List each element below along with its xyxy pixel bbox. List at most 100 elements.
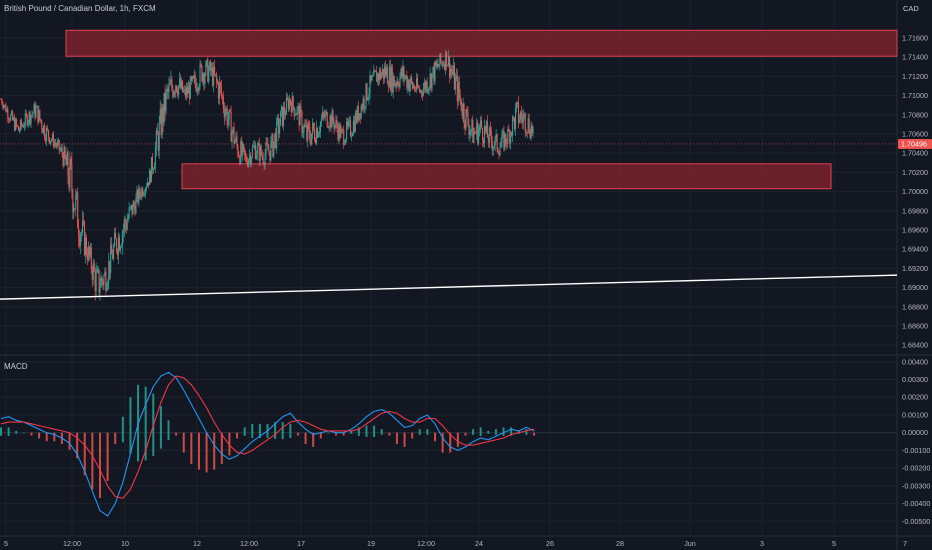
candle-body [413, 86, 415, 89]
candle-body [520, 112, 522, 118]
candle-body [248, 159, 250, 167]
candle-body [259, 146, 261, 161]
macd-histogram-bar [342, 432, 345, 436]
macd-histogram-bar [144, 386, 147, 461]
candle-body [242, 144, 244, 156]
candle-body [150, 157, 153, 183]
candle-body [245, 155, 247, 157]
candle-body [277, 118, 279, 120]
candle-body [260, 146, 262, 155]
candle-body [349, 120, 352, 137]
macd-histogram-bar [251, 423, 254, 439]
candle-body [50, 139, 53, 141]
candle-body [350, 135, 353, 137]
candle-body [275, 133, 277, 149]
candle-body [500, 143, 502, 148]
candle-body [356, 106, 358, 123]
candle-body [424, 82, 426, 90]
candle-body [384, 67, 387, 76]
candle-body [454, 77, 456, 90]
x-tick-label: 12:00 [417, 539, 435, 548]
candle-body [137, 190, 139, 203]
candle-body [294, 114, 296, 116]
candle-body [496, 134, 498, 150]
x-tick-label: 24 [475, 539, 483, 548]
candle-body [28, 112, 30, 122]
macd-histogram-bar [30, 432, 33, 436]
candle-body [129, 207, 131, 209]
candle-body [236, 136, 238, 146]
signal-line [0, 375, 535, 499]
candle-body [501, 133, 503, 144]
candle-body [488, 127, 490, 143]
candle-body [452, 65, 454, 75]
candle-body [525, 131, 527, 133]
candle-body [103, 275, 105, 286]
candle-body [438, 66, 440, 68]
macd-histogram-bar [449, 432, 452, 453]
candle-body [145, 187, 147, 194]
macd-histogram-bar [312, 432, 315, 447]
candle-body [492, 146, 494, 151]
candle-body [110, 244, 112, 273]
candle-body [359, 113, 361, 119]
candle-body [314, 129, 316, 140]
candle-body [392, 76, 394, 92]
candle-body [49, 140, 52, 144]
candle-body [255, 154, 257, 159]
macd-histogram-bar [91, 432, 94, 490]
candle-body [80, 234, 82, 246]
price-tick-label: 1.70000 [902, 187, 928, 196]
price-tick-label: 1.69400 [902, 245, 928, 254]
candle-body [473, 132, 475, 143]
candle-body [482, 140, 485, 144]
candle-body [58, 140, 60, 151]
candle-body [44, 125, 46, 139]
candle-body [343, 130, 345, 145]
candle-body [264, 154, 266, 166]
candle-body [81, 231, 83, 235]
candle-body [135, 197, 137, 214]
candle-body [480, 120, 482, 127]
candle-body [341, 128, 343, 130]
price-tick-label: 1.69800 [902, 206, 928, 215]
price-tick-label: 1.69000 [902, 283, 928, 292]
candle-body [199, 63, 201, 86]
candle-body [460, 98, 462, 110]
candle-body [111, 244, 113, 255]
candle-body [425, 81, 427, 90]
price-tick-label: 1.68800 [902, 302, 928, 311]
candle-body [304, 125, 306, 127]
candle-body [215, 74, 218, 82]
candle-body [366, 83, 368, 100]
candle-body [310, 138, 312, 145]
candle-body [335, 119, 337, 125]
candle-body [422, 88, 424, 96]
candle-body [416, 78, 419, 88]
candle-body [128, 207, 130, 218]
resistance-zone [65, 29, 898, 57]
candle-body [167, 88, 169, 92]
candle-body [432, 66, 434, 74]
candle-body [123, 219, 125, 230]
candle-body [166, 88, 168, 92]
candle-body [443, 64, 445, 66]
candle-body [21, 125, 23, 127]
candle-body [288, 99, 290, 109]
macd-histogram-bar [76, 432, 79, 459]
candle-body [328, 126, 330, 128]
candle-body [383, 67, 386, 79]
candle-body [175, 85, 177, 93]
candle-body [313, 122, 315, 130]
candle-body [521, 117, 523, 123]
macd-tick-label: -0.00400 [902, 499, 930, 508]
candle-body [377, 73, 379, 82]
candle-body [345, 138, 347, 144]
candle-body [231, 132, 233, 142]
candle-body [481, 120, 483, 129]
macd-histogram-bar [45, 432, 48, 442]
candle-body [298, 106, 300, 126]
candle-body [357, 106, 359, 121]
candle-body [158, 121, 160, 151]
